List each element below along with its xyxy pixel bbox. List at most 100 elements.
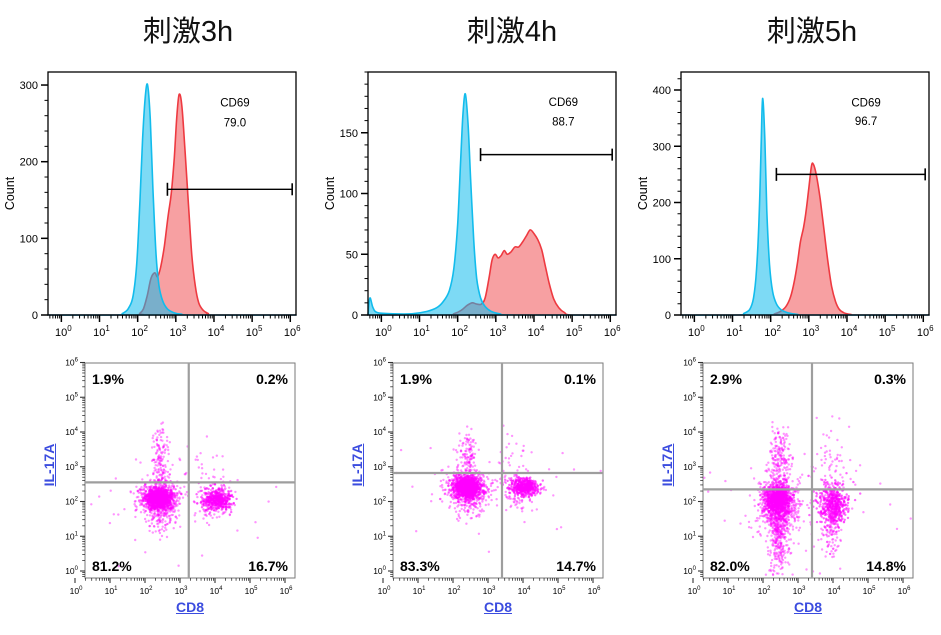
histogram-curve-unstained-control bbox=[367, 93, 617, 316]
x-tick-label: 102 bbox=[140, 586, 153, 596]
histogram-curve-stimulated-CD69 bbox=[680, 162, 930, 316]
x-tick-label: 100 bbox=[688, 324, 705, 339]
x-tick-label: 102 bbox=[764, 324, 781, 339]
x-tick-label: 103 bbox=[489, 324, 506, 339]
il17a-cd8-dotplot-4h: 100 101 102 103 104 105 106 100 101 102 103 104 105 1… bbox=[373, 358, 604, 596]
y-tick-label: 103 bbox=[373, 462, 386, 472]
y-tick-label: 100 bbox=[373, 566, 386, 576]
x-tick-label: 105 bbox=[863, 586, 876, 596]
x-tick-label: 105 bbox=[245, 586, 258, 596]
y-tick-label: 104 bbox=[65, 427, 78, 437]
cd69-histogram-5h: 100 101 102 103 104 105 106 0 100 200 300 400 Count C… bbox=[636, 71, 934, 339]
cd8-axis-link[interactable]: CD8 bbox=[793, 599, 822, 615]
histogram-curve-unstained-control bbox=[47, 83, 297, 316]
gate-percentage: 96.7 bbox=[855, 116, 877, 128]
il17a-axis-link[interactable]: IL-17A bbox=[349, 443, 365, 487]
y-tick-label: 50 bbox=[346, 249, 358, 261]
x-tick-label: 104 bbox=[528, 324, 545, 339]
quadrant-percent-bottom-right: 14.8% bbox=[866, 558, 906, 574]
x-tick-label: 106 bbox=[588, 586, 601, 596]
x-tick-label: 103 bbox=[169, 324, 186, 339]
y-tick-label: 300 bbox=[653, 141, 671, 153]
x-tick-label: 100 bbox=[55, 324, 72, 339]
panel-title-4h: 刺激4h bbox=[466, 16, 558, 48]
quadrant-percent-bottom-right: 14.7% bbox=[556, 558, 596, 574]
y-tick-label: 101 bbox=[65, 531, 78, 541]
x-tick-label: 106 bbox=[917, 324, 934, 339]
x-tick-label: 105 bbox=[566, 324, 583, 339]
histogram-curve-stimulated-CD69 bbox=[47, 93, 297, 316]
x-tick-label: 102 bbox=[448, 586, 461, 596]
x-tick-label: 100 bbox=[70, 586, 83, 596]
x-tick-label: 106 bbox=[280, 586, 293, 596]
x-tick-label: 106 bbox=[898, 586, 911, 596]
x-tick-label: 102 bbox=[758, 586, 771, 596]
histogram-curve-unstained-control bbox=[680, 97, 930, 316]
y-tick-label: 100 bbox=[683, 566, 696, 576]
x-tick-label: 101 bbox=[723, 586, 736, 596]
x-tick-label: 105 bbox=[246, 324, 263, 339]
y-tick-label: 103 bbox=[65, 462, 78, 472]
dot-cloud bbox=[395, 424, 602, 553]
y-tick-label: 105 bbox=[683, 392, 696, 402]
gate-percentage: 79.0 bbox=[224, 117, 246, 129]
cd8-axis-link[interactable]: CD8 bbox=[483, 599, 512, 615]
quadrant-percent-top-right: 0.2% bbox=[256, 371, 288, 387]
plot-frame bbox=[392, 362, 604, 579]
panel-title-5h: 刺激5h bbox=[766, 16, 858, 48]
x-tick-label: 104 bbox=[828, 586, 841, 596]
x-tick-label: 103 bbox=[483, 586, 496, 596]
x-tick-label: 101 bbox=[413, 324, 430, 339]
dot-cloud bbox=[90, 421, 278, 568]
x-tick-label: 104 bbox=[518, 586, 531, 596]
y-tick-label: 106 bbox=[683, 358, 696, 368]
x-tick-label: 100 bbox=[375, 324, 392, 339]
y-tick-label: 104 bbox=[373, 427, 386, 437]
y-tick-label: 100 bbox=[20, 233, 38, 245]
y-tick-label: 300 bbox=[20, 80, 38, 92]
histogram-curve-stimulated-CD69 bbox=[367, 229, 617, 316]
x-tick-label: 103 bbox=[793, 586, 806, 596]
x-tick-label: 103 bbox=[802, 324, 819, 339]
il17a-axis-link[interactable]: IL-17A bbox=[659, 443, 675, 487]
cd69-histogram-4h: 100 101 102 103 104 105 106 0 50 100 150 Count CD69 8… bbox=[323, 71, 621, 339]
quadrant-percent-bottom-left: 81.2% bbox=[92, 558, 132, 574]
gate-label: CD69 bbox=[851, 97, 880, 109]
x-tick-label: 103 bbox=[175, 586, 188, 596]
quadrant-percent-bottom-left: 82.0% bbox=[710, 558, 750, 574]
x-tick-label: 104 bbox=[208, 324, 225, 339]
y-tick-label: 0 bbox=[32, 310, 38, 322]
cd8-axis-link[interactable]: CD8 bbox=[175, 599, 204, 615]
quadrant-percent-bottom-left: 83.3% bbox=[400, 558, 440, 574]
x-tick-label: 100 bbox=[688, 586, 701, 596]
y-tick-label: 0 bbox=[352, 310, 358, 322]
y-tick-label: 102 bbox=[683, 497, 696, 507]
quadrant-percent-top-left: 1.9% bbox=[92, 371, 124, 387]
x-tick-label: 104 bbox=[210, 586, 223, 596]
y-tick-label: 102 bbox=[373, 497, 386, 507]
y-tick-label: 105 bbox=[373, 392, 386, 402]
x-tick-label: 101 bbox=[726, 324, 743, 339]
y-tick-label: 101 bbox=[683, 531, 696, 541]
quadrant-percent-bottom-right: 16.7% bbox=[248, 558, 288, 574]
x-tick-label: 104 bbox=[841, 324, 858, 339]
plot-frame bbox=[702, 362, 914, 579]
y-tick-label: 102 bbox=[65, 497, 78, 507]
il17a-axis-link[interactable]: IL-17A bbox=[41, 443, 57, 487]
cd69-histogram-3h: 100 101 102 103 104 105 106 0 100 200 300 Count CD69… bbox=[3, 71, 301, 339]
gate-percentage: 88.7 bbox=[552, 116, 574, 128]
y-tick-label: 100 bbox=[340, 189, 358, 201]
x-tick-label: 105 bbox=[879, 324, 896, 339]
x-tick-label: 106 bbox=[604, 324, 621, 339]
dot-cloud bbox=[703, 415, 912, 577]
x-tick-label: 101 bbox=[105, 586, 118, 596]
quadrant-percent-top-right: 0.1% bbox=[564, 371, 596, 387]
y-tick-label: 106 bbox=[373, 358, 386, 368]
y-axis-title: Count bbox=[3, 176, 17, 210]
gate-label: CD69 bbox=[220, 97, 249, 109]
x-tick-label: 102 bbox=[451, 324, 468, 339]
x-tick-label: 106 bbox=[284, 324, 301, 339]
panel-title-3h: 刺激3h bbox=[142, 16, 234, 48]
y-axis-title: Count bbox=[636, 176, 650, 210]
